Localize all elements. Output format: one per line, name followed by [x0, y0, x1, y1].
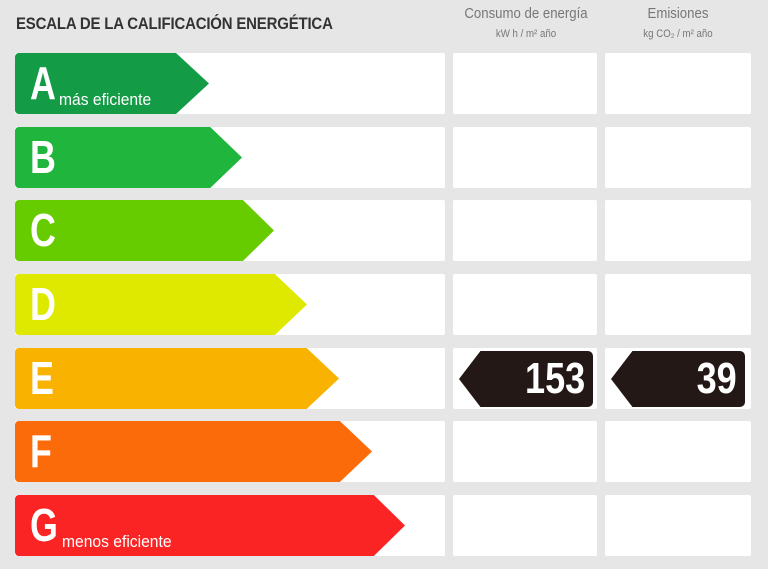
rating-letter: B: [30, 131, 56, 183]
rating-row-d: D: [0, 274, 768, 335]
rating-arrow-c: C: [15, 200, 274, 261]
emissions-column-unit: kg CO₂ / m² año: [643, 28, 713, 40]
rating-letter: A: [30, 57, 56, 109]
energy-cell: [453, 495, 597, 556]
rating-note: más eficiente: [59, 90, 152, 109]
rating-row-e: 153 39 E: [0, 348, 768, 409]
emissions-column-header: Emisiones kg CO₂ / m² año: [605, 5, 751, 40]
rating-row-g: G menos eficiente: [0, 495, 768, 556]
emissions-cell: [605, 200, 751, 261]
emissions-value-tag: 39: [611, 351, 745, 407]
emissions-cell: [605, 274, 751, 335]
energy-cell: 153: [453, 348, 597, 409]
rating-letter: G: [30, 499, 58, 551]
rating-letter: E: [30, 352, 54, 404]
rating-row-b: B: [0, 127, 768, 188]
emissions-cell: 39: [605, 348, 751, 409]
energy-cell: [453, 421, 597, 482]
energy-value: 153: [524, 354, 585, 403]
rating-letter: D: [30, 278, 56, 330]
emissions-value: 39: [696, 354, 737, 403]
energy-cell: [453, 127, 597, 188]
emissions-cell: [605, 421, 751, 482]
rating-row-a: A más eficiente: [0, 53, 768, 114]
energy-column-header: Consumo de energía kW h / m² año: [453, 5, 599, 40]
emissions-cell: [605, 53, 751, 114]
rating-row-f: F: [0, 421, 768, 482]
rating-arrow-f: F: [15, 421, 372, 482]
rating-letter: C: [30, 204, 56, 256]
energy-cell: [453, 200, 597, 261]
rating-arrow-d: D: [15, 274, 307, 335]
page-title: ESCALA DE LA CALIFICACIÓN ENERGÉTICA: [16, 14, 333, 33]
rating-row-c: C: [0, 200, 768, 261]
energy-cell: [453, 53, 597, 114]
rating-arrow-e: E: [15, 348, 339, 409]
emissions-column-title: Emisiones: [647, 5, 709, 22]
energy-value-tag: 153: [459, 351, 593, 407]
energy-cell: [453, 274, 597, 335]
energy-column-unit: kW h / m² año: [495, 28, 557, 40]
rating-arrow-b: B: [15, 127, 242, 188]
rating-arrow-a: A más eficiente: [15, 53, 209, 114]
rating-note: menos eficiente: [61, 532, 172, 551]
energy-column-title: Consumo de energía: [464, 5, 588, 22]
emissions-cell: [605, 495, 751, 556]
rating-letter: F: [30, 425, 52, 477]
emissions-cell: [605, 127, 751, 188]
rating-arrow-g: G menos eficiente: [15, 495, 405, 556]
